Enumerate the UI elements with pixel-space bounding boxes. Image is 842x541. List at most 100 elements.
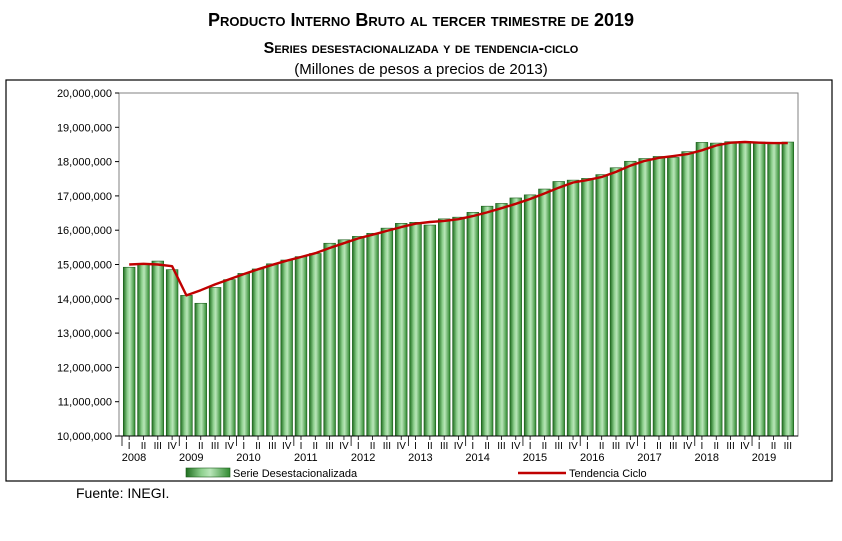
trend-line [129, 140, 788, 297]
quarter-label: II [542, 441, 548, 452]
quarter-label: IV [626, 441, 636, 452]
bar-2012-III [380, 227, 394, 437]
bar-2013-III [438, 218, 451, 437]
quarter-label: IV [167, 441, 177, 452]
y-tick-label: 10,000,000 [57, 431, 112, 443]
legend-line-label: Tendencia Ciclo [569, 468, 647, 480]
bar-2017-II [652, 156, 666, 437]
quarter-label: II [255, 441, 261, 452]
bar-2016-IV [624, 160, 637, 437]
bar-2010-IV [280, 259, 293, 437]
legend: Serie Desestacionalizada Tendencia Ciclo [185, 467, 647, 480]
bar-2008-II [137, 264, 150, 437]
bar-2014-II [480, 205, 494, 437]
year-label: 2011 [294, 452, 318, 464]
bar-2009-II [194, 302, 207, 437]
bar-2012-IV [395, 223, 408, 437]
bar-2015-III [552, 181, 565, 437]
bar-2012-I [352, 236, 365, 437]
year-label: 2013 [408, 452, 432, 464]
chart-units-note: (Millones de pesos a precios de 2013) [294, 61, 547, 78]
quarter-label: II [713, 441, 719, 452]
bar-2018-IV [738, 141, 752, 437]
y-tick-label: 13,000,000 [57, 328, 112, 340]
bar-2009-I [180, 295, 193, 437]
y-tick-label: 15,000,000 [57, 260, 112, 272]
bar-2011-III [323, 242, 336, 437]
year-label: 2010 [236, 452, 260, 464]
quarter-label: II [141, 441, 147, 452]
bar-2010-III [266, 263, 279, 437]
quarter-label: III [612, 441, 620, 452]
year-label: 2012 [351, 452, 375, 464]
quarter-label: IV [740, 441, 750, 452]
quarter-label: I [185, 441, 188, 452]
quarter-label: III [726, 441, 734, 452]
bar-2008-IV [165, 269, 179, 437]
quarter-label: IV [568, 441, 578, 452]
quarter-label: II [771, 441, 777, 452]
bar-2008-III [151, 260, 164, 437]
quarter-label: III [268, 441, 276, 452]
bar-2009-III [208, 287, 222, 437]
quarter-label: I [586, 441, 589, 452]
bar-2018-II [710, 142, 723, 437]
year-label: 2017 [637, 452, 661, 464]
quarter-label: IV [282, 441, 292, 452]
quarter-label: II [656, 441, 662, 452]
bar-2013-II [423, 224, 437, 437]
bar-2019-III [781, 141, 795, 437]
bar-2014-III [495, 203, 508, 437]
source-note: Fuente: INEGI. [76, 485, 170, 501]
bar-2011-II [309, 253, 322, 437]
y-tick-label: 16,000,000 [57, 225, 112, 237]
quarter-label: I [242, 441, 245, 452]
bar-2012-II [366, 232, 379, 437]
chart-frame [5, 79, 833, 482]
quarter-label: I [701, 441, 704, 452]
quarter-label: III [497, 441, 505, 452]
quarter-label: IV [511, 441, 521, 452]
quarter-label: IV [683, 441, 693, 452]
bar-2010-II [251, 268, 265, 437]
y-axis: 10,000,000 11,000,000 12,000,000 13,000,000… [57, 88, 119, 443]
quarter-label: IV [454, 441, 464, 452]
quarter-label: I [414, 441, 417, 452]
y-tick-label: 17,000,000 [57, 191, 112, 203]
bar-2016-III [609, 167, 623, 437]
quarter-label: III [383, 441, 391, 452]
quarter-label: I [471, 441, 474, 452]
bar-2009-IV [223, 279, 236, 437]
bar-2011-IV [337, 239, 351, 437]
y-tick-label: 20,000,000 [57, 88, 112, 100]
bar-2013-I [409, 222, 422, 437]
legend-bar-label: Serie Desestacionalizada [233, 468, 358, 480]
y-tick-label: 14,000,000 [57, 294, 112, 306]
quarter-label: III [669, 441, 677, 452]
bar-2013-IV [452, 216, 465, 437]
year-label: 2014 [465, 452, 489, 464]
bar-2019-II [767, 142, 780, 437]
y-tick-label: 18,000,000 [57, 157, 112, 169]
legend-bar-swatch [185, 467, 231, 478]
year-label: 2016 [580, 452, 604, 464]
quarter-label: III [154, 441, 162, 452]
quarter-label: II [484, 441, 490, 452]
bar-2016-I [581, 178, 594, 437]
quarter-label: II [599, 441, 605, 452]
bar-2015-IV [566, 179, 580, 437]
chart-subtitle: Series desestacionalizada y de tendencia… [264, 40, 579, 57]
year-label: 2008 [122, 452, 146, 464]
quarter-label: II [370, 441, 376, 452]
year-label: 2015 [523, 452, 547, 464]
bar-2018-III [724, 141, 737, 437]
bar-2019-I [753, 141, 766, 437]
quarter-label: III [555, 441, 563, 452]
quarter-label: II [427, 441, 433, 452]
bar-2010-I [237, 273, 250, 437]
bar-2015-II [538, 188, 551, 437]
quarter-label: I [758, 441, 761, 452]
year-label: 2018 [695, 452, 719, 464]
